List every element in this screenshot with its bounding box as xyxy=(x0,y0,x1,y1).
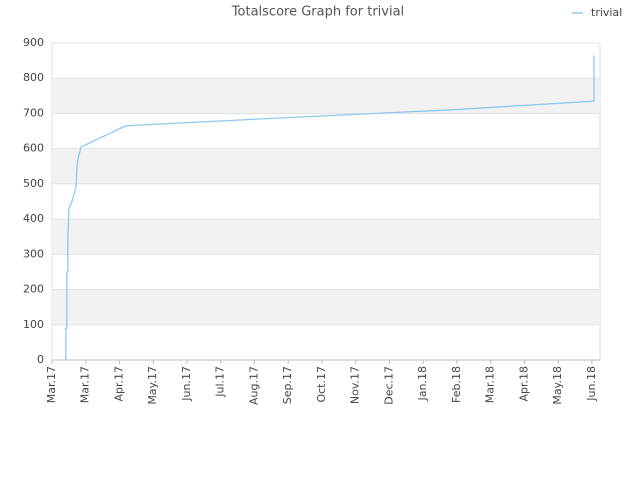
chart-title: Totalscore Graph for trivial xyxy=(231,5,404,20)
x-tick-label: Apr.17 xyxy=(112,366,125,402)
y-tick-label: 400 xyxy=(23,212,44,225)
x-tick-label: Mar.17 xyxy=(45,366,58,403)
y-tick-label: 200 xyxy=(23,283,44,296)
legend-label: trivial xyxy=(591,6,622,19)
x-tick-label: Apr.18 xyxy=(517,366,530,402)
x-tick-label: Jun.18 xyxy=(585,366,598,402)
y-tick-label: 600 xyxy=(23,142,44,155)
grid-band xyxy=(52,289,600,325)
grid-band xyxy=(52,78,600,114)
y-tick-label: 900 xyxy=(23,36,44,49)
y-tick-label: 500 xyxy=(23,177,44,190)
x-tick-label: Feb.18 xyxy=(450,366,463,403)
x-tick-label: Dec.17 xyxy=(382,366,395,405)
y-tick-label: 800 xyxy=(23,71,44,84)
y-tick-label: 700 xyxy=(23,106,44,119)
x-tick-label: May.18 xyxy=(551,366,564,405)
y-tick-label: 100 xyxy=(23,318,44,331)
x-tick-label: Sep.17 xyxy=(281,366,294,404)
y-tick-label: 0 xyxy=(37,353,44,366)
x-tick-label: May.17 xyxy=(146,366,159,405)
y-tick-label: 300 xyxy=(23,247,44,260)
x-tick-label: Jan.18 xyxy=(416,366,429,401)
x-tick-label: Nov.17 xyxy=(349,366,362,404)
x-tick-label: Jul.17 xyxy=(214,366,227,398)
x-tick-label: Mar.17 xyxy=(79,366,92,403)
data-line xyxy=(65,55,595,360)
x-tick-label: Oct.17 xyxy=(315,366,328,403)
x-tick-label: Aug.17 xyxy=(247,366,260,405)
grid-band xyxy=(52,219,600,255)
grid-band xyxy=(52,148,600,184)
x-tick-label: Jun.17 xyxy=(180,366,193,402)
x-tick-label: Mar.18 xyxy=(484,366,497,403)
